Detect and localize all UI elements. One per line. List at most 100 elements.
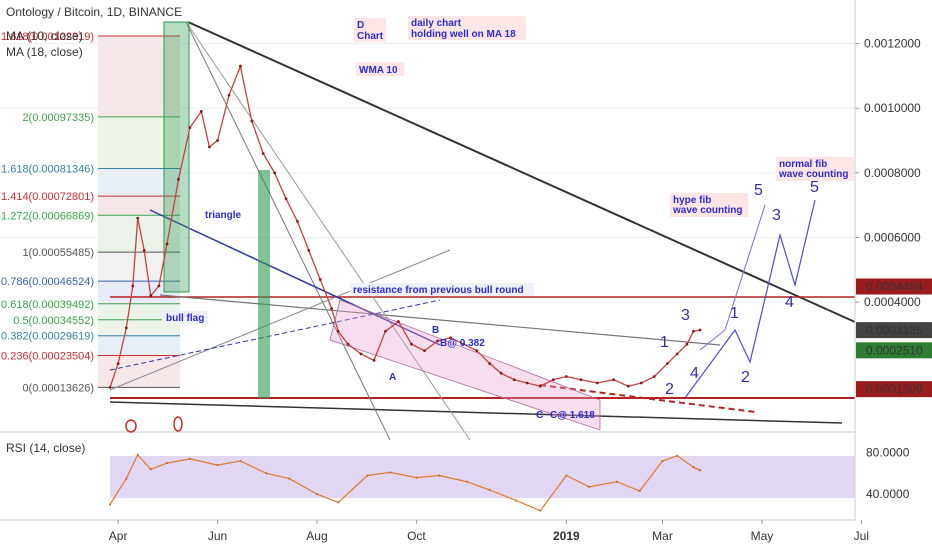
price-point: [216, 139, 219, 142]
fib-labels: 1.618(0.00122319) 2(0.00097335) 1.618(0.00…: [1, 31, 94, 394]
wma-note: WMA 10: [359, 65, 398, 76]
rsi-point: [315, 493, 318, 496]
rsi-tick-label: 40.0000: [866, 487, 910, 501]
ma18-label: MA (18, close): [6, 45, 83, 59]
price-tag-bg: [856, 342, 932, 359]
price-point: [666, 362, 669, 365]
rsi-panel: [0, 431, 855, 498]
fib-label: 0.5(0.00034552): [13, 315, 94, 327]
price-point: [116, 362, 120, 365]
price-point: [449, 336, 453, 340]
rsi-point: [337, 501, 340, 504]
price-point: [639, 381, 643, 385]
rsi-band: [110, 456, 855, 498]
triangle-note: triangle: [205, 210, 242, 221]
hype-projection: [699, 204, 766, 351]
rsi-point: [638, 490, 641, 493]
rsi-point: [288, 477, 291, 480]
bull-flag-box: [162, 311, 208, 324]
price-tag-bg: [856, 381, 932, 398]
fib-label: 0.236(0.00023504): [1, 350, 94, 362]
rsi-axis[interactable]: 80.0000 40.0000: [866, 446, 910, 501]
fib-label: 1.618(0.00122319): [1, 31, 94, 43]
rsi-point: [366, 474, 369, 477]
normal-box: [776, 157, 854, 181]
price-point: [296, 219, 299, 223]
price-point: [330, 307, 334, 311]
fib-zone: [98, 36, 180, 117]
ma10-label: MA (10, close): [6, 29, 83, 43]
bull-round-dashed: [109, 299, 441, 371]
price-point: [165, 242, 169, 246]
fib-label: 0.786(0.00046524): [1, 276, 94, 288]
price-point: [538, 384, 542, 388]
resistance-note: resistance from previous bull round: [353, 285, 524, 296]
x-tick-label: May: [751, 529, 774, 543]
triangle-upper-line: [185, 21, 391, 441]
rsi-title: RSI (14, close): [6, 441, 85, 455]
daily-note-line2: holding well on MA 18: [411, 29, 516, 40]
proj-5-label: 5: [810, 179, 819, 196]
price-tag-bg: [856, 278, 932, 295]
wave-3-label: 3: [681, 307, 690, 324]
price-point: [692, 329, 695, 333]
bull-flag-note: bull flag: [166, 313, 204, 324]
price-point: [188, 126, 192, 130]
abc-channel: [329, 299, 601, 431]
price-point: [372, 358, 376, 362]
hype-note-line2: wave counting: [672, 205, 742, 216]
normal-note-line1: normal fib: [779, 159, 827, 170]
x-tick-label: 2019: [553, 529, 580, 543]
price-point: [397, 320, 400, 323]
y-tick-label: 0.0012000: [864, 37, 921, 51]
price-point: [698, 328, 702, 332]
price-point: [273, 171, 277, 175]
price-point: [318, 278, 322, 281]
price-point: [551, 378, 555, 382]
rsi-point: [389, 471, 392, 474]
price-axis[interactable]: 0.0012000 0.0010000 0.0008000 0.0006000 0.00…: [855, 37, 921, 310]
price-point: [564, 375, 568, 378]
price-point: [131, 284, 135, 288]
daily-note-line1: daily chart: [411, 18, 462, 29]
price-point: [436, 339, 439, 343]
rsi-point: [692, 466, 695, 469]
price-point: [499, 371, 503, 375]
ma-dashed-red: [539, 384, 756, 413]
rsi-point: [415, 476, 418, 479]
x-tick-label: Jun: [208, 529, 227, 543]
price-tag-label: 0.0004484: [866, 280, 923, 294]
price-point: [250, 119, 254, 123]
rsi-point: [488, 488, 491, 491]
fib-label: 0(0.00013626): [22, 382, 94, 394]
fib-label: 0.618(0.00039492): [1, 299, 94, 311]
rsi-point: [149, 468, 152, 471]
wave-projection: [684, 199, 816, 399]
time-axis[interactable]: Apr Jun Aug Oct 2019 Mar May Jul: [0, 519, 869, 543]
price-point: [261, 152, 265, 155]
fib-zone: [98, 303, 180, 320]
price-point: [612, 378, 616, 382]
y-tick-label: 0.0006000: [864, 231, 921, 245]
d-chart-line1: D: [357, 20, 364, 31]
y-tick-label: 0.0008000: [864, 166, 921, 180]
gridlines: [0, 43, 855, 303]
rsi-point: [676, 454, 679, 457]
x-tick-label: Oct: [407, 529, 426, 543]
rsi-point: [265, 472, 268, 475]
rsi-point: [136, 453, 139, 456]
red-circle-marker-2: [173, 416, 183, 432]
green-box-1: [258, 170, 270, 398]
chart-title: Ontology / Bitcoin, 1D, BINANCE: [6, 5, 182, 19]
price-point: [307, 249, 311, 252]
price-point: [227, 93, 231, 97]
hype-5-label: 5: [754, 182, 763, 199]
x-tick-label: Aug: [306, 529, 327, 543]
price-point: [108, 386, 112, 389]
b-fib-note: B@ 0.382: [440, 338, 485, 349]
proj-2-label: 2: [741, 369, 750, 386]
price-point: [208, 145, 211, 149]
price-point: [384, 329, 387, 333]
rsi-point: [465, 480, 468, 483]
